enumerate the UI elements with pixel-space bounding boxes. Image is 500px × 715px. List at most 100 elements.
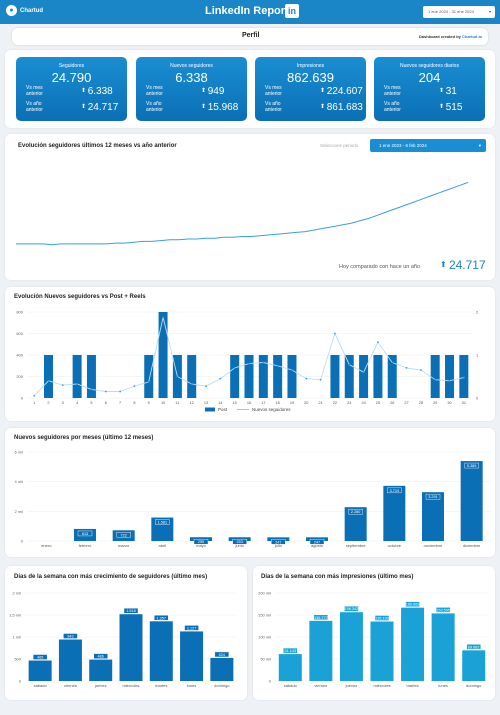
y-tick-label: 500 <box>14 657 21 662</box>
evolution-line-chart <box>16 181 469 246</box>
data-label-box <box>283 647 298 654</box>
x-tick-label: domingo <box>214 683 230 688</box>
point-nuevos-seguidores <box>391 361 394 364</box>
data-label-box <box>425 493 441 500</box>
data-label-box <box>184 625 199 631</box>
bar-post <box>72 355 82 398</box>
bar-post <box>430 355 440 398</box>
data-label-box <box>77 530 93 537</box>
bar-post <box>86 355 96 398</box>
data-label-box <box>93 653 108 659</box>
x-tick-label: 9 <box>148 401 150 405</box>
bar <box>180 631 204 681</box>
x-tick-label: 8 <box>133 401 135 405</box>
data-label-box <box>435 607 451 613</box>
data-label: 943 <box>67 635 73 639</box>
data-label: 524 <box>219 653 225 657</box>
point-nuevos-seguidores <box>162 316 164 319</box>
kpi-vs-mes-value: 6.338 <box>81 86 113 97</box>
weekday-followers-chart: 0 500 1 mil 1,5 mil 2 mil 465 sábado 943 viernes… <box>9 591 237 688</box>
kpi-vs-ano-label: Vs año anterior <box>265 101 282 113</box>
y-tick-label-left: 800 <box>16 310 23 315</box>
kpi-vs-mes-value: 31 <box>439 86 457 97</box>
y-tick-label-right: 2 <box>476 310 479 315</box>
x-tick-label: 1 <box>33 401 35 405</box>
data-label: 1.518 <box>126 609 136 613</box>
data-label-box <box>193 539 209 545</box>
bar-post <box>258 355 268 398</box>
bar <box>460 461 483 541</box>
data-label: 69.682 <box>468 645 480 649</box>
kpi-vs-mes-label: Vs mes anterior <box>146 85 163 97</box>
point-nuevos-seguidores <box>262 361 265 364</box>
profile-title: Perfil <box>242 32 260 39</box>
x-tick-label: lunes <box>438 683 448 688</box>
point-nuevos-seguidores <box>90 388 93 391</box>
x-tick-label: jueves <box>94 683 107 688</box>
data-label-box <box>271 539 286 545</box>
x-tick-label: 30 <box>447 401 451 405</box>
bar-post <box>230 355 240 398</box>
x-tick-label: jueves <box>345 683 358 688</box>
point-nuevos-seguidores <box>133 385 136 388</box>
data-label-box <box>464 462 479 469</box>
y-tick-label: 4 mil <box>15 479 24 484</box>
kpi-card-nuevos-seguidores-diarios: Nuevos seguidores diarios 204 Vs mes ant… <box>374 57 485 121</box>
y-tick-label-left: 600 <box>16 331 23 336</box>
y-tick-label-left: 0 <box>21 396 24 401</box>
date-range-selector[interactable]: 1 ene 2024 - 31 ene 2024 ▾ <box>423 6 495 18</box>
y-tick-label: 0 <box>21 539 24 544</box>
x-tick-label: 17 <box>261 401 265 405</box>
weekday-followers-title: Días de la semana con más crecimiento de… <box>14 574 208 580</box>
kpi-vs-ano-value: 15.968 <box>201 102 239 113</box>
data-label: 486 <box>98 655 104 659</box>
kpi-label: Impresiones <box>296 63 325 69</box>
header-bar: ● Chartud LinkedIn Report in 1 ene 2024 … <box>0 0 500 24</box>
x-tick-label: 11 <box>175 401 179 405</box>
x-tick-label: 23 <box>347 401 351 405</box>
point-nuevos-seguidores <box>147 380 150 383</box>
x-tick-label: 29 <box>433 401 437 405</box>
bar <box>149 621 173 681</box>
x-tick-label: 2 <box>47 401 49 405</box>
x-tick-label: 19 <box>290 401 294 405</box>
data-label-box <box>348 508 363 515</box>
bar-post <box>244 355 254 398</box>
bar <box>278 654 302 681</box>
point-nuevos-seguidores <box>319 378 322 381</box>
period-selector[interactable]: 1 ene 2023 - 6 feb 2024 ▾ <box>370 139 486 152</box>
x-tick-label: 12 <box>190 401 194 405</box>
x-tick-label: marzo <box>118 543 130 548</box>
bar-post <box>445 355 455 398</box>
x-tick-label: agosto <box>311 543 324 548</box>
data-label-box <box>309 539 325 545</box>
x-tick-label: miércoles <box>122 683 139 688</box>
x-tick-label: sábado <box>34 683 48 688</box>
y-tick-label: 1 mil <box>13 635 22 640</box>
x-tick-label: 24 <box>361 401 365 405</box>
bar-post <box>359 355 369 398</box>
profile-bar: Perfil Dashboard created by Chartud.io <box>12 28 488 45</box>
y-tick-label: 100 mil <box>258 635 271 640</box>
logo-text: Chartud <box>20 7 43 14</box>
x-tick-label: julio <box>274 543 283 548</box>
y-tick-label: 2 mil <box>13 591 22 596</box>
kpi-card-nuevos-seguidores: Nuevos seguidores 6.338 Vs mes anterior … <box>136 57 247 121</box>
y-tick-label-left: 400 <box>16 353 23 358</box>
evolution-chart-card <box>5 134 495 280</box>
evolution-chart-title: Evolución seguidores últimos 12 meses vs… <box>18 143 177 149</box>
kpi-value: 24.790 <box>51 70 92 85</box>
x-tick-label: septiembre <box>346 543 367 548</box>
point-nuevos-seguidores <box>176 375 179 378</box>
kpi-value: 862.639 <box>287 70 334 85</box>
daily-chart-card <box>5 287 495 421</box>
kpi-vs-mes-value: 949 <box>201 86 225 97</box>
kpi-vs-mes-value: 224.607 <box>320 86 363 97</box>
y-tick-label-right: 0 <box>476 396 479 401</box>
credit-brand[interactable]: Chartud.io <box>462 34 482 39</box>
logo: ● Chartud <box>6 5 43 16</box>
x-tick-label: 7 <box>119 401 121 405</box>
kpi-vs-mes-label: Vs mes anterior <box>265 85 282 97</box>
data-label-box <box>155 519 170 525</box>
bar-post <box>459 355 469 398</box>
